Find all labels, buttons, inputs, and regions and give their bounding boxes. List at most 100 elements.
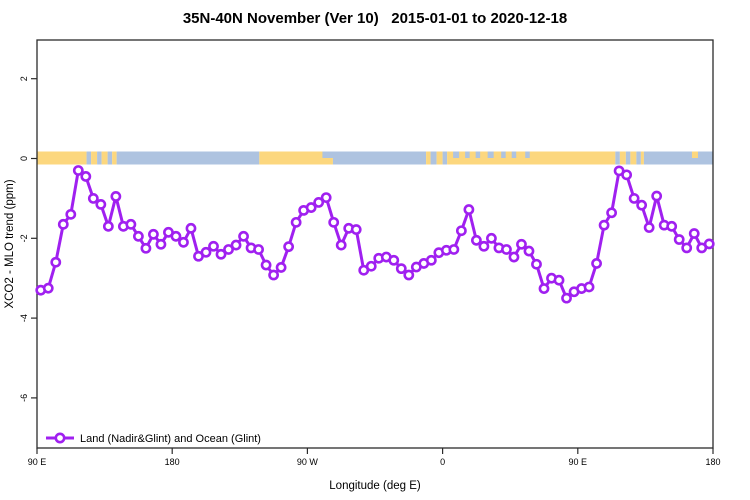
y-tick-label: -2	[19, 234, 29, 242]
data-point	[523, 245, 535, 257]
data-point	[335, 239, 347, 251]
band-overlay-ocean	[487, 151, 494, 158]
band-segment-land	[37, 151, 87, 165]
data-point	[538, 283, 550, 294]
data-point	[463, 204, 475, 215]
data-point	[253, 244, 264, 255]
band-overlay-ocean	[501, 151, 506, 158]
data-point	[553, 274, 565, 286]
band-segment-land	[91, 151, 98, 165]
data-point	[260, 259, 272, 271]
band-segment-land	[259, 151, 333, 165]
band-segment-land	[640, 151, 644, 165]
band-segment-ocean	[86, 151, 92, 165]
data-point	[95, 198, 107, 210]
band-segment-ocean	[442, 151, 448, 165]
band-segment-ocean	[116, 151, 260, 165]
data-point	[673, 234, 685, 245]
x-tick-label: 90 W	[297, 457, 319, 467]
data-point	[486, 232, 497, 244]
data-point	[320, 192, 332, 204]
data-point	[651, 190, 663, 202]
x-tick-label: 90 E	[569, 457, 588, 467]
data-point	[42, 282, 54, 294]
band-segment-land	[101, 151, 108, 165]
band-segment-land	[426, 151, 431, 165]
band-segment-ocean	[430, 151, 437, 165]
data-point	[516, 238, 527, 250]
data-point	[681, 242, 693, 254]
data-point	[200, 246, 212, 258]
legend-marker-icon	[54, 432, 66, 444]
data-point	[275, 262, 287, 273]
data-point	[102, 220, 114, 232]
data-point	[508, 251, 520, 263]
data-point	[65, 208, 77, 220]
data-point	[290, 216, 302, 228]
x-tick-label: 180	[165, 457, 180, 467]
band-segment-land	[619, 151, 626, 165]
band-overlay-ocean	[475, 151, 481, 158]
data-point	[448, 244, 460, 255]
data-point	[283, 241, 295, 253]
data-point	[170, 230, 182, 242]
data-point	[425, 254, 437, 266]
data-point	[478, 240, 490, 252]
y-tick-label: 2	[19, 76, 29, 81]
data-point	[313, 196, 325, 208]
band-overlay-ocean	[465, 151, 470, 158]
data-point	[125, 218, 137, 230]
data-point	[531, 258, 542, 270]
data-point	[688, 228, 700, 239]
data-point	[666, 220, 678, 232]
data-point	[110, 191, 122, 202]
data-point	[628, 192, 640, 204]
data-point	[215, 248, 227, 260]
band-segment-ocean	[636, 151, 641, 165]
chart-title: 35N-40N November (Ver 10) 2015-01-01 to …	[183, 10, 567, 27]
data-point	[501, 244, 512, 255]
data-point	[238, 230, 249, 242]
plot-frame	[36, 39, 714, 449]
band-segment-ocean	[97, 151, 102, 165]
legend-label: Land (Nadir&Glint) and Ocean (Glint)	[80, 433, 261, 445]
data-point	[155, 238, 167, 250]
y-tick-label: -6	[19, 394, 29, 402]
data-point	[148, 228, 159, 240]
data-point	[328, 216, 340, 228]
band-overlay-ocean	[511, 151, 517, 158]
data-point	[87, 192, 99, 204]
y-tick-label: -4	[19, 314, 29, 322]
data-point	[72, 165, 84, 176]
band-overlay-ocean	[453, 151, 460, 158]
x-tick-label: 90 E	[28, 457, 47, 467]
data-series	[35, 165, 715, 304]
data-point	[268, 269, 279, 281]
axis-ticks: 2 0 -2 -4 -6 90 E 180 90 W 0 90 E 180	[19, 76, 721, 467]
band-segment-ocean	[615, 151, 620, 165]
data-point	[583, 281, 595, 293]
data-point	[621, 169, 633, 181]
band-overlay-ocean	[525, 151, 530, 158]
data-point	[50, 256, 62, 268]
band-overlay-ocean	[322, 151, 339, 158]
x-tick-label: 0	[440, 457, 445, 467]
x-tick-label: 180	[705, 457, 720, 467]
data-point	[80, 171, 92, 182]
data-point	[230, 239, 242, 251]
y-axis-title: XCO2 - MLO trend (ppm)	[4, 179, 16, 308]
legend: Land (Nadir&Glint) and Ocean (Glint)	[46, 432, 261, 445]
data-point	[606, 207, 617, 219]
x-axis-title: Longitude (deg E)	[329, 480, 421, 492]
data-point	[140, 242, 152, 254]
data-point	[388, 254, 400, 266]
data-point	[208, 240, 219, 252]
data-point	[403, 269, 415, 281]
data-point	[561, 292, 572, 304]
data-point	[132, 230, 144, 242]
band-segment-land	[436, 151, 443, 165]
data-point	[365, 260, 377, 272]
data-point	[591, 258, 602, 269]
y-tick-label: 0	[19, 156, 29, 161]
